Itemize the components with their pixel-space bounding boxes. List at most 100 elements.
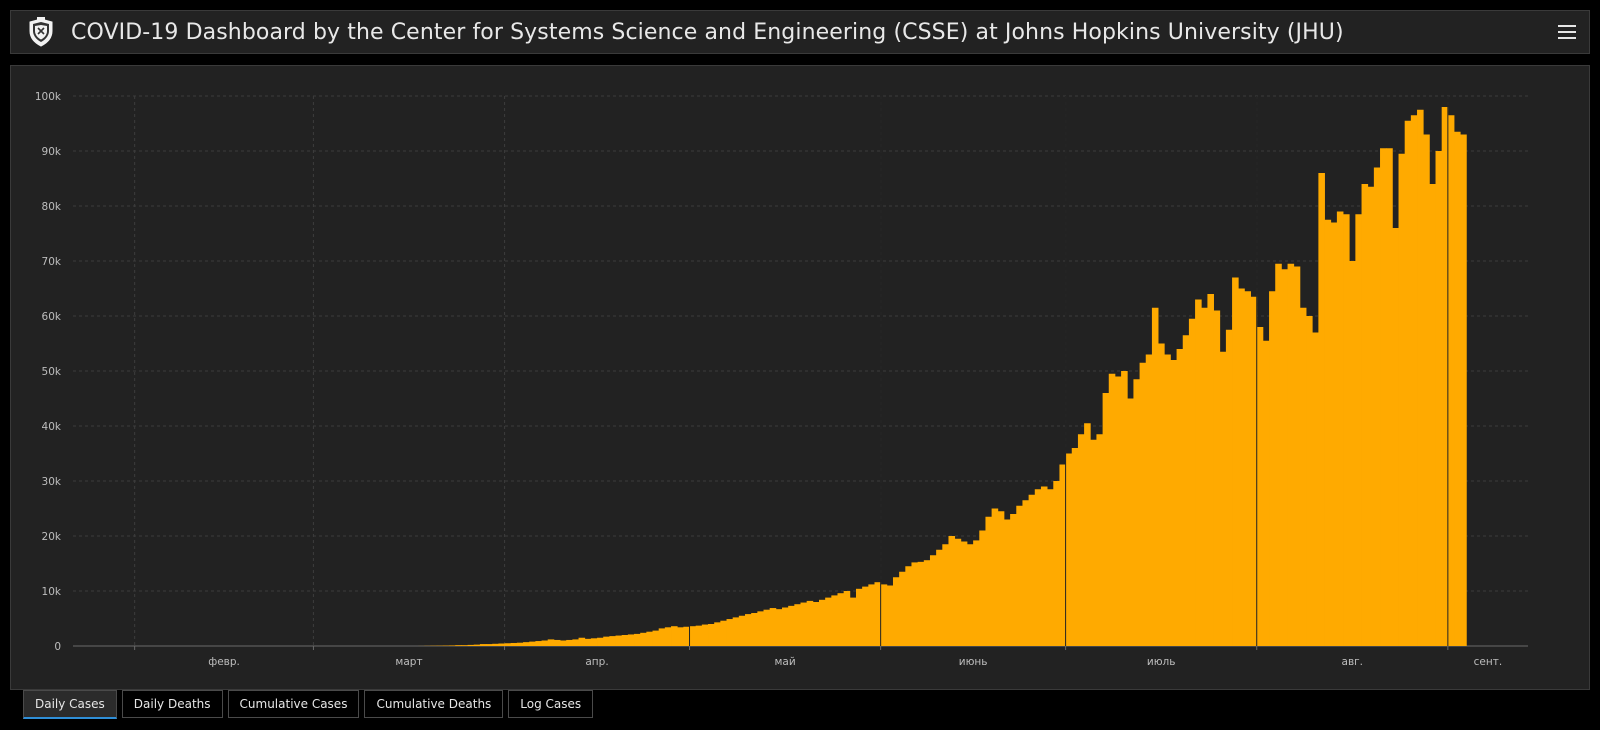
bar: [1176, 349, 1184, 646]
bar: [1355, 214, 1362, 646]
bar: [714, 622, 721, 646]
x-tick-label: июнь: [959, 656, 988, 668]
tab-daily-cases[interactable]: Daily Cases: [23, 690, 117, 719]
bar: [523, 642, 530, 646]
bar: [769, 608, 777, 646]
bar: [979, 530, 986, 646]
bar: [449, 645, 456, 646]
bar: [911, 562, 919, 646]
y-tick-label: 70k: [42, 256, 62, 268]
y-tick-label: 60k: [42, 311, 62, 323]
bar: [862, 586, 869, 646]
bar: [1299, 307, 1307, 646]
bar: [738, 615, 746, 646]
bar: [794, 604, 801, 646]
bar: [966, 544, 974, 646]
daily-cases-bar-chart[interactable]: 0 10k 20k 30k 40k 50k 60k 70k 80k 90k 100k февр. ма…: [11, 66, 1589, 689]
bar: [677, 627, 684, 646]
bar: [1318, 173, 1325, 646]
bar: [819, 599, 826, 646]
bar: [1127, 398, 1134, 646]
tab-cumulative-cases[interactable]: Cumulative Cases: [227, 690, 360, 718]
bar: [1084, 423, 1091, 646]
bar: [1287, 263, 1295, 646]
bar: [775, 609, 783, 646]
bar: [1096, 434, 1103, 646]
bar: [1195, 299, 1202, 646]
bar: [954, 538, 962, 646]
tab-cumulative-deaths[interactable]: Cumulative Deaths: [364, 690, 504, 718]
bar: [1077, 434, 1085, 646]
bar: [1034, 489, 1042, 646]
bar: [708, 624, 715, 646]
bar: [806, 600, 814, 646]
tab-log-cases[interactable]: Log Cases: [508, 690, 594, 718]
bar: [874, 582, 882, 646]
bar: [683, 626, 690, 646]
bar: [1219, 351, 1227, 646]
bar: [1336, 211, 1344, 646]
bar: [1269, 291, 1276, 646]
bar: [985, 516, 993, 646]
x-tick-label: июль: [1147, 656, 1176, 668]
bar: [1293, 266, 1301, 646]
bar: [1417, 109, 1424, 646]
bar: [899, 571, 906, 646]
bar: [1330, 222, 1338, 646]
bar: [1022, 500, 1030, 646]
bar: [757, 611, 764, 646]
bar: [1435, 151, 1443, 646]
bar: [1065, 453, 1073, 646]
bar: [948, 536, 956, 646]
bar: [1404, 120, 1412, 646]
bar: [1324, 219, 1332, 646]
tab-daily-deaths[interactable]: Daily Deaths: [121, 690, 223, 718]
bar: [590, 638, 598, 646]
bar: [541, 640, 549, 646]
bar: [942, 544, 949, 646]
bar: [621, 635, 629, 646]
bar: [1170, 360, 1177, 646]
bar: [1028, 494, 1036, 646]
bar: [726, 619, 734, 646]
bar: [1281, 269, 1288, 646]
bar: [516, 642, 524, 646]
bar: [1016, 505, 1023, 646]
bar: [640, 632, 647, 646]
bar: [1040, 486, 1048, 646]
bar: [831, 595, 838, 646]
bar: [498, 643, 505, 646]
bar: [1250, 296, 1258, 646]
bar: [886, 585, 894, 646]
bar: [1188, 318, 1196, 646]
bar: [929, 555, 937, 646]
bar: [745, 614, 752, 646]
chart-tabs: Daily Cases Daily Deaths Cumulative Case…: [23, 690, 594, 719]
bar: [473, 644, 481, 647]
bar: [997, 511, 1005, 646]
y-tick-label: 20k: [42, 531, 62, 543]
y-tick-label: 10k: [42, 586, 62, 598]
bar: [1121, 371, 1128, 646]
hamburger-menu-icon[interactable]: [1557, 22, 1577, 42]
bar: [812, 602, 820, 646]
bar: [1164, 354, 1171, 646]
bar: [1275, 263, 1282, 646]
x-tick-label: февр.: [208, 656, 240, 668]
y-tick-label: 30k: [42, 476, 62, 488]
bar: [566, 639, 573, 646]
bar: [1059, 464, 1067, 646]
bar: [1349, 261, 1356, 646]
x-tick-label: апр.: [585, 656, 608, 668]
bar: [597, 637, 604, 646]
bar: [1373, 167, 1381, 646]
bar: [1454, 131, 1461, 646]
x-tick-label: май: [774, 656, 795, 668]
bar: [492, 643, 499, 646]
bar: [1238, 288, 1245, 646]
bar: [892, 577, 900, 646]
bar: [732, 617, 740, 646]
bar: [603, 636, 610, 646]
bar: [1256, 327, 1264, 646]
bar: [1367, 186, 1375, 646]
